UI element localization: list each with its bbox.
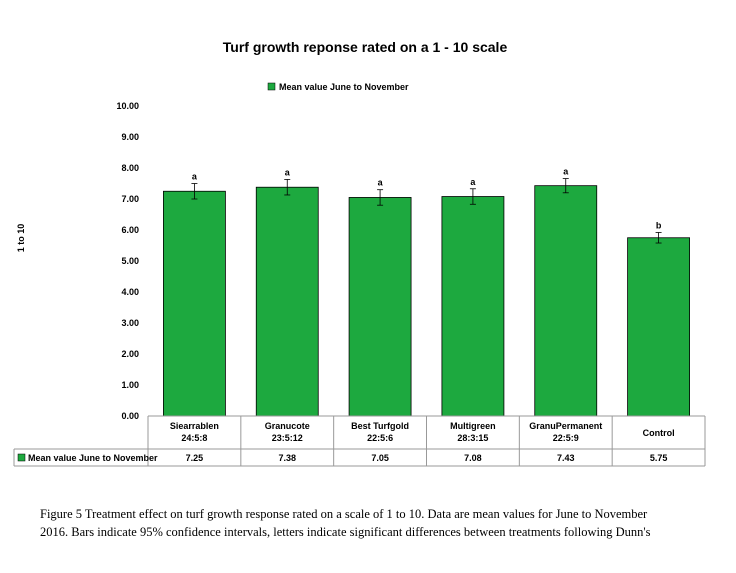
y-tick-label: 4.00 bbox=[121, 287, 139, 297]
category-name: Best Turfgold bbox=[351, 421, 409, 431]
y-tick-label: 9.00 bbox=[121, 132, 139, 142]
significance-letter: a bbox=[192, 172, 198, 182]
category-name: Siearrablen bbox=[170, 421, 219, 431]
data-label: 7.05 bbox=[371, 453, 389, 463]
bar bbox=[627, 237, 690, 417]
caption-line-1: Figure 5 Treatment effect on turf growth… bbox=[40, 507, 648, 521]
legend-swatch bbox=[267, 82, 276, 91]
bar-chart: Turf growth reponse rated on a 1 - 10 sc… bbox=[13, 39, 706, 467]
bar bbox=[348, 197, 412, 417]
significance-letter: a bbox=[563, 167, 569, 177]
significance-letter: b bbox=[656, 220, 662, 230]
y-tick-label: 7.00 bbox=[121, 194, 139, 204]
data-label: 7.08 bbox=[464, 453, 482, 463]
bar bbox=[534, 185, 598, 417]
figure-caption: Figure 5 Treatment effect on turf growth… bbox=[40, 505, 680, 541]
category-npk: 28:3:15 bbox=[457, 433, 488, 443]
data-label: 5.75 bbox=[650, 453, 668, 463]
table-legend-swatch bbox=[17, 453, 26, 462]
significance-letter: a bbox=[470, 177, 476, 187]
legend-label: Mean value June to November bbox=[279, 82, 409, 92]
chart-title: Turf growth reponse rated on a 1 - 10 sc… bbox=[223, 39, 508, 55]
caption-line-2: 2016. Bars indicate 95% confidence inter… bbox=[40, 525, 651, 539]
significance-letter: a bbox=[378, 178, 384, 188]
y-axis-label: 1 to 10 bbox=[16, 224, 26, 253]
category-name: Multigreen bbox=[450, 421, 496, 431]
y-tick-label: 5.00 bbox=[121, 256, 139, 266]
bar bbox=[441, 196, 505, 417]
data-label: 7.25 bbox=[186, 453, 204, 463]
table-series-label: Mean value June to November bbox=[28, 453, 158, 463]
category-name: Granucote bbox=[265, 421, 310, 431]
category-npk: 22:5:9 bbox=[553, 433, 579, 443]
data-label: 7.38 bbox=[278, 453, 296, 463]
significance-letter: a bbox=[285, 167, 291, 177]
category-npk: 23:5:12 bbox=[272, 433, 303, 443]
y-tick-label: 0.00 bbox=[121, 411, 139, 421]
category-name: GranuPermanent bbox=[529, 421, 602, 431]
bars: a a a a a b bbox=[163, 167, 690, 417]
y-tick-label: 3.00 bbox=[121, 318, 139, 328]
y-tick-label: 6.00 bbox=[121, 225, 139, 235]
y-tick-label: 10.00 bbox=[116, 101, 139, 111]
y-tick-label: 2.00 bbox=[121, 349, 139, 359]
category-npk: 22:5:6 bbox=[367, 433, 393, 443]
bar bbox=[163, 190, 226, 417]
bar bbox=[255, 186, 319, 417]
legend: Mean value June to November bbox=[267, 82, 409, 92]
data-label: 7.43 bbox=[557, 453, 575, 463]
category-name: Control bbox=[643, 428, 675, 438]
category-npk: 24:5:8 bbox=[181, 433, 207, 443]
y-tick-label: 1.00 bbox=[121, 380, 139, 390]
y-tick-label: 8.00 bbox=[121, 163, 139, 173]
data-table: Siearrablen 24:5:8 7.25 Granucote 23:5:12 7.3… bbox=[13, 415, 706, 467]
